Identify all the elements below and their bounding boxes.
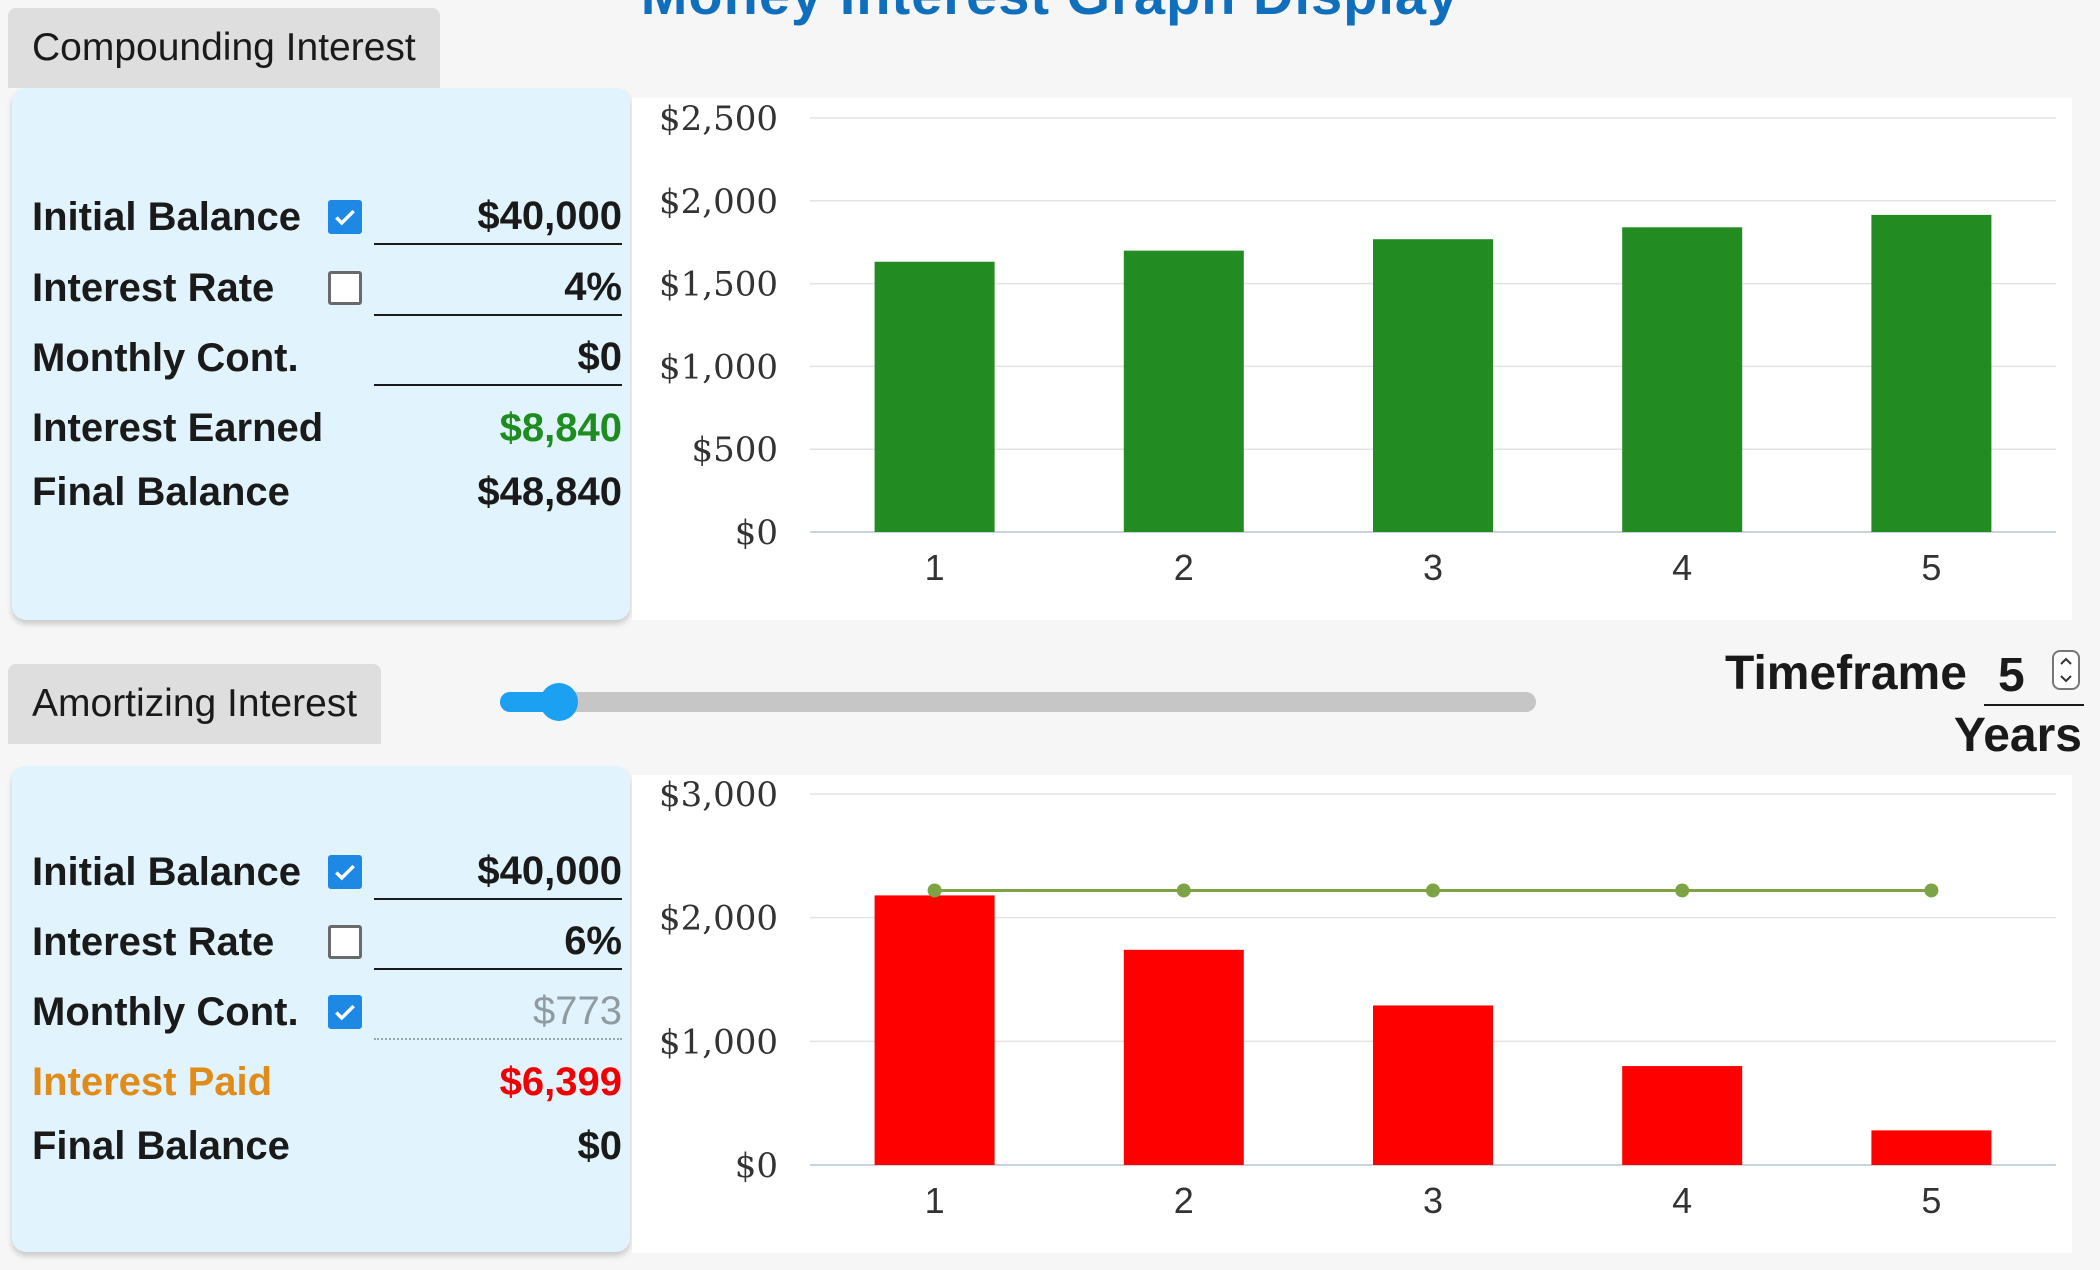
amortizing-chart-line-point (1675, 883, 1690, 898)
amortizing-chart-line-point (1176, 883, 1191, 898)
initial-balance-checkbox[interactable] (328, 855, 362, 889)
initial-balance-input[interactable]: $40,000 (374, 844, 622, 900)
final-balance-value: $0 (577, 1123, 623, 1168)
amortizing-chart-line-point (927, 883, 942, 898)
interest-rate-input[interactable]: 4% (374, 260, 622, 316)
checkmark-icon (335, 209, 355, 226)
compounding-chart-x-tick-label: 1 (925, 547, 945, 588)
amortizing-chart-x-tick-label: 5 (1921, 1180, 1941, 1221)
compounding-chart-bar (874, 261, 995, 532)
compounding-chart-y-tick-label: $1,500 (659, 265, 778, 305)
interest-rate-input[interactable]: 6% (374, 914, 622, 970)
interest-rate-label: Interest Rate (32, 919, 275, 964)
initial-balance-checkbox[interactable] (328, 200, 362, 234)
amortizing-panel: Initial Balance $40,000 Interest Rate 6%… (12, 766, 630, 1252)
timeframe-slider[interactable] (500, 683, 1536, 721)
final-balance-label: Final Balance (32, 1123, 290, 1168)
amortizing-interest-paid-row: Interest Paid $6,399 (32, 1052, 622, 1112)
compounding-chart-y-tick-label: $2,500 (659, 99, 778, 139)
compounding-chart-y-tick-label: $500 (691, 430, 778, 470)
amortizing-chart-svg: $0 $1,000 $2,000 $3,000 1 2 3 4 5 (659, 775, 2056, 1221)
compounding-chart-x-tick-label: 2 (1174, 547, 1194, 588)
monthly-cont-label: Monthly Cont. (32, 989, 299, 1034)
checkmark-icon (335, 864, 355, 881)
chevron-up-icon[interactable] (2059, 656, 2073, 666)
initial-balance-input[interactable]: $40,000 (374, 189, 622, 245)
checkmark-icon (335, 1004, 355, 1021)
interest-paid-value: $6,399 (499, 1059, 622, 1104)
amortizing-chart-line-point (1426, 883, 1440, 898)
interest-rate-label: Interest Rate (32, 265, 275, 310)
compounding-chart-y-tick-label: $1,000 (659, 347, 778, 387)
timeframe-label: Timeframe (1725, 647, 1967, 700)
compounding-final-balance-row: Final Balance $48,840 (32, 462, 622, 522)
tab-amortizing-interest[interactable]: Amortizing Interest (8, 664, 382, 744)
timeframe-input[interactable]: 5 (1984, 646, 2084, 706)
compounding-chart-bar (1373, 239, 1493, 533)
compounding-monthly-cont-row: Monthly Cont. $0 (32, 328, 622, 388)
monthly-cont-checkbox[interactable] (328, 995, 362, 1029)
page-title: Money Interest Graph Display (0, 0, 2100, 27)
initial-balance-label: Initial Balance (32, 849, 301, 894)
compounding-chart-x-tick-label: 5 (1921, 547, 1941, 588)
final-balance-label: Final Balance (32, 469, 290, 514)
amortizing-chart-bar (1622, 1066, 1743, 1165)
amortizing-chart-y-tick-label: $1,000 (659, 1022, 778, 1062)
amortizing-chart-bar (1871, 1130, 1992, 1165)
chevron-down-icon[interactable] (2059, 674, 2073, 684)
monthly-cont-input[interactable]: $773 (374, 984, 622, 1040)
amortizing-chart-bar (1123, 949, 1244, 1165)
amortizing-chart-line-point (1924, 883, 1939, 898)
amortizing-chart-bar (1373, 1005, 1493, 1165)
amortizing-chart: $0 $1,000 $2,000 $3,000 1 2 3 4 5 (632, 775, 2072, 1253)
timeframe-slider-thumb[interactable] (539, 683, 578, 721)
amortizing-chart-x-tick-label: 2 (1174, 1180, 1194, 1221)
compounding-interest-earned-row: Interest Earned $8,840 (32, 398, 622, 458)
initial-balance-label: Initial Balance (32, 194, 301, 239)
amortizing-interest-rate-row: Interest Rate 6% (32, 912, 622, 972)
timeframe-value: 5 (1998, 648, 2025, 702)
amortizing-final-balance-row: Final Balance $0 (32, 1116, 622, 1176)
compounding-chart: $0 $500 $1,000 $1,500 $2,000 $2,500 1 2 3 4 5 (632, 98, 2072, 620)
amortizing-chart-y-tick-label: $2,000 (659, 899, 778, 939)
compounding-chart-y-tick-label: $0 (735, 513, 778, 553)
compounding-initial-balance-row: Initial Balance $40,000 (32, 187, 622, 247)
amortizing-chart-y-tick-label: $3,000 (659, 775, 778, 815)
interest-rate-checkbox[interactable] (328, 271, 362, 305)
compounding-chart-x-tick-label: 3 (1423, 547, 1443, 588)
compounding-chart-bar (1871, 214, 1992, 532)
compounding-panel: Initial Balance $40,000 Interest Rate 4%… (12, 88, 630, 620)
compounding-chart-y-tick-label: $2,000 (659, 182, 778, 222)
amortizing-chart-bar (874, 895, 995, 1165)
timeframe-spinner[interactable] (2052, 650, 2080, 690)
amortizing-initial-balance-row: Initial Balance $40,000 (32, 842, 622, 902)
final-balance-value: $48,840 (477, 469, 622, 514)
interest-paid-label: Interest Paid (32, 1059, 273, 1104)
tab-compounding-interest[interactable]: Compounding Interest (8, 8, 440, 88)
timeframe-unit: Years (1953, 709, 2082, 762)
compounding-chart-x-tick-label: 4 (1672, 547, 1692, 588)
amortizing-chart-x-tick-label: 1 (925, 1180, 945, 1221)
compounding-interest-rate-row: Interest Rate 4% (32, 258, 622, 318)
monthly-cont-label: Monthly Cont. (32, 335, 299, 380)
interest-earned-value: $8,840 (499, 405, 622, 450)
amortizing-chart-x-tick-label: 3 (1423, 1180, 1443, 1221)
compounding-chart-svg: $0 $500 $1,000 $1,500 $2,000 $2,500 1 2 3 4 5 (659, 99, 2056, 588)
interest-earned-label: Interest Earned (32, 405, 324, 450)
interest-rate-checkbox[interactable] (328, 925, 362, 959)
amortizing-monthly-cont-row: Monthly Cont. $773 (32, 982, 622, 1042)
amortizing-chart-y-tick-label: $0 (735, 1146, 778, 1186)
monthly-cont-input[interactable]: $0 (374, 330, 622, 386)
compounding-chart-bar (1123, 250, 1244, 532)
amortizing-chart-x-tick-label: 4 (1672, 1180, 1692, 1221)
compounding-chart-bar (1622, 227, 1743, 532)
